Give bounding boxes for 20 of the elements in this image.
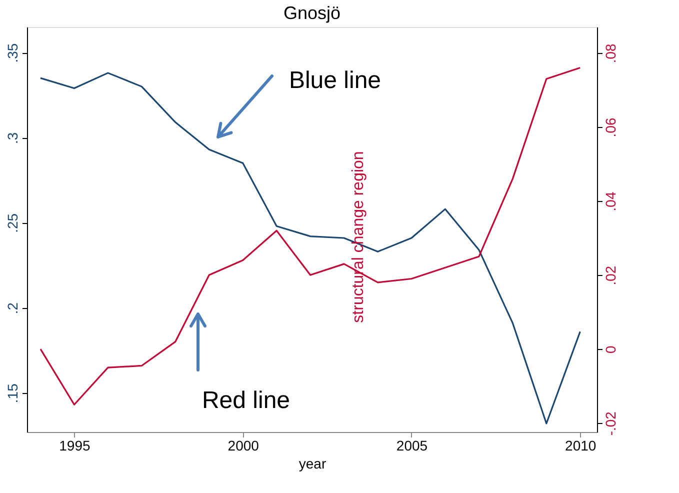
x-tick-label: 2010	[565, 438, 596, 454]
chart-title: Gnosjö	[283, 3, 341, 23]
x-tick-label: 1995	[59, 438, 90, 454]
y-tick-label: .35	[4, 43, 20, 63]
annotation: Blue line	[288, 67, 382, 94]
x-tick-label: 2005	[396, 438, 428, 454]
y-tick-label: .25	[4, 213, 20, 233]
y2-tick-label: -.02	[602, 411, 618, 436]
y2-tick-label: .08	[602, 43, 618, 64]
x-tick-label: 2000	[228, 438, 260, 454]
y2-tick-label: .06	[602, 118, 618, 138]
annotation: structural change region	[350, 151, 367, 323]
x-axis-title: year	[298, 456, 326, 472]
y2-tick-label: .04	[602, 192, 618, 212]
y2-tick-label: 0	[602, 345, 618, 354]
y-tick-label: .3	[4, 132, 20, 144]
annotation: Red line	[202, 387, 290, 414]
y2-tick-label: .02	[602, 266, 618, 286]
y-tick-label: .2	[4, 302, 20, 314]
y-tick-label: .15	[4, 383, 20, 404]
